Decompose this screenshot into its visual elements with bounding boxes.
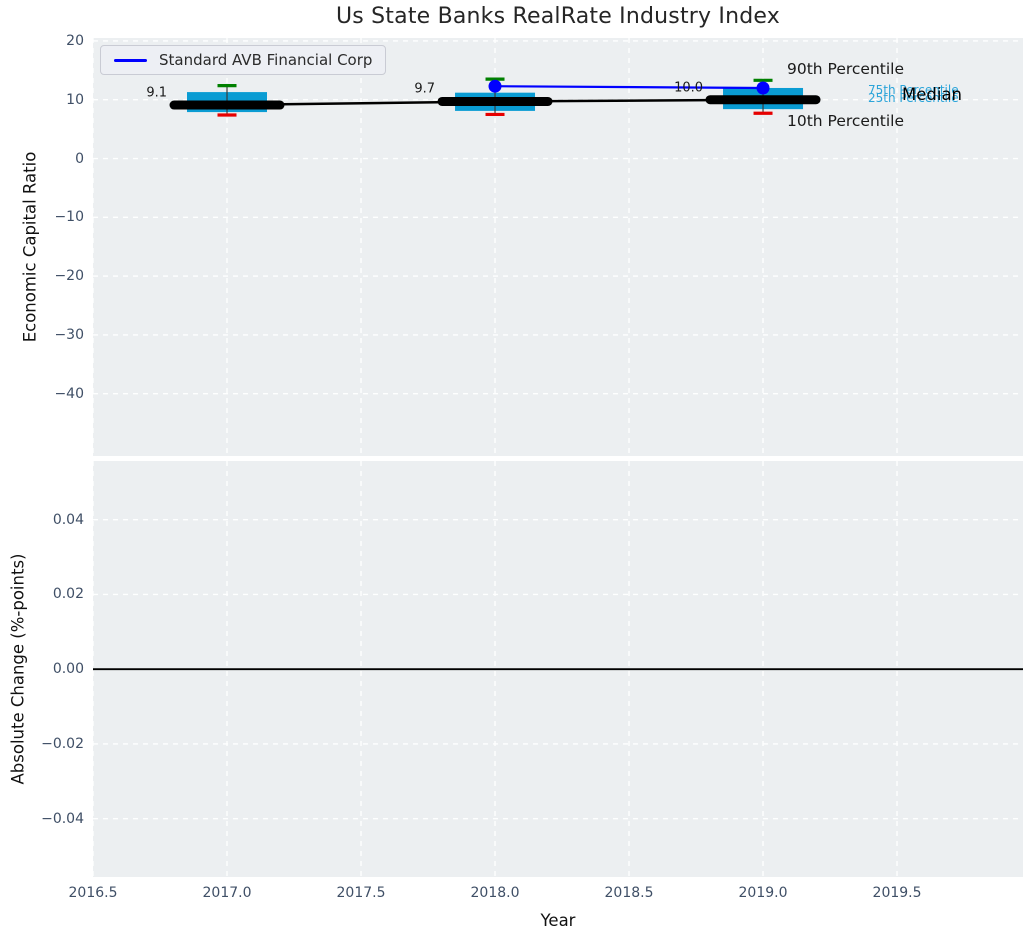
annotation-25th-percentile: 25th Percentile bbox=[868, 91, 959, 105]
xtick-2019.5: 2019.5 bbox=[872, 885, 922, 901]
top-plot-canvas bbox=[93, 38, 1023, 456]
annotation-10th-percentile: 10th Percentile bbox=[787, 112, 905, 130]
ytick-bottom-0.00: 0.00 bbox=[52, 661, 84, 678]
xtick-2017.5: 2017.5 bbox=[336, 885, 386, 901]
top-plot-area: Standard AVB Financial Corp 9.1 9.7 10.0 90… bbox=[93, 38, 1023, 456]
ytick-top-−10: −10 bbox=[54, 209, 84, 226]
ytick-top-0: 0 bbox=[75, 150, 84, 167]
chart-title: Us State Banks RealRate Industry Index bbox=[335, 4, 780, 29]
series-point-2019 bbox=[756, 81, 770, 95]
series-point-2018 bbox=[488, 79, 502, 93]
ytick-top-10: 10 bbox=[66, 91, 84, 108]
xtick-2016.5: 2016.5 bbox=[68, 885, 118, 901]
xtick-2018.0: 2018.0 bbox=[470, 885, 520, 901]
ytick-top-−20: −20 bbox=[54, 268, 84, 285]
ytick-bottom-−0.02: −0.02 bbox=[41, 735, 84, 752]
ytick-top-−30: −30 bbox=[54, 326, 84, 343]
bottom-plot-canvas bbox=[93, 461, 1023, 877]
series-line bbox=[495, 85, 764, 90]
ytick-top-20: 20 bbox=[66, 32, 84, 49]
median-value-label-2017: 9.1 bbox=[146, 85, 167, 101]
legend-label: Standard AVB Financial Corp bbox=[159, 51, 373, 69]
x-axis-label: Year bbox=[540, 911, 576, 930]
annotation-median: Median bbox=[902, 85, 963, 104]
median-value-label-2019: 10.0 bbox=[674, 80, 704, 96]
top-y-axis-label: Economic Capital Ratio bbox=[20, 151, 40, 343]
ytick-bottom-−0.04: −0.04 bbox=[41, 810, 84, 827]
bottom-plot-area bbox=[93, 461, 1023, 877]
legend: Standard AVB Financial Corp bbox=[100, 45, 387, 75]
median-value-label-2018: 9.7 bbox=[414, 81, 436, 97]
xtick-2018.5: 2018.5 bbox=[604, 885, 654, 901]
legend-line-swatch bbox=[114, 58, 147, 62]
annotation-90th-percentile: 90th Percentile bbox=[787, 60, 905, 78]
annotation-75th-percentile: 75th Percentile bbox=[868, 83, 959, 97]
ytick-bottom-0.04: 0.04 bbox=[52, 511, 84, 528]
ytick-top-−40: −40 bbox=[54, 385, 84, 402]
ytick-bottom-0.02: 0.02 bbox=[52, 586, 84, 603]
xtick-2019.0: 2019.0 bbox=[738, 885, 788, 901]
xtick-2017.0: 2017.0 bbox=[202, 885, 252, 901]
